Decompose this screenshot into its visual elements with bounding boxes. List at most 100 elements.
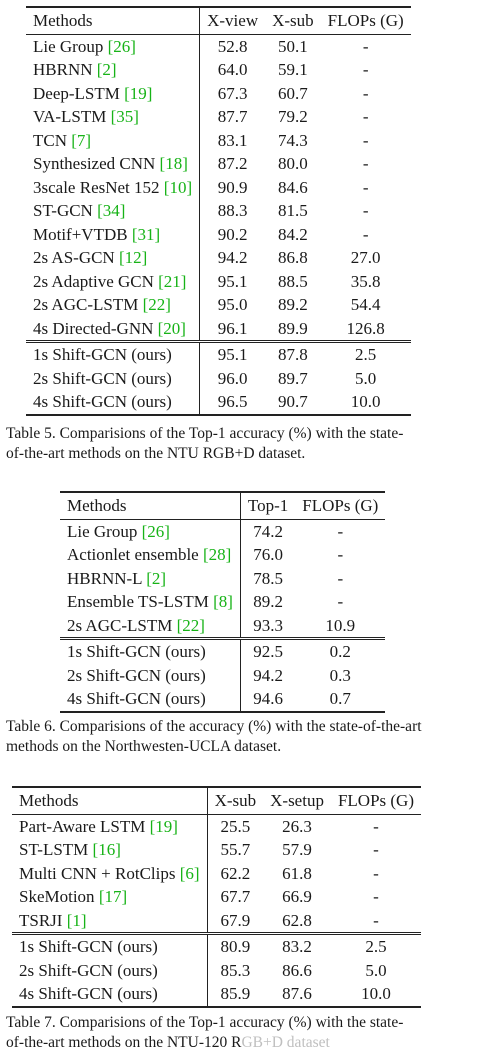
method-name: TCN: [33, 130, 72, 150]
table5-body: Lie Group [26] 52.8 50.1 - HBRNN [2] 64.0 59.1…: [26, 34, 411, 342]
value-cell: 54.4: [350, 295, 381, 314]
value-cell: -: [373, 816, 379, 836]
value-cell: 87.7: [217, 107, 248, 126]
table6-caption: Table 6. Comparisions of the accuracy (%…: [6, 717, 494, 757]
table-row: 2s AGC-LSTM [22] 95.0 89.2 54.4: [26, 293, 411, 317]
value-cell: 90.9: [217, 177, 248, 197]
citation-link[interactable]: [10]: [163, 177, 193, 197]
citation-link[interactable]: [31]: [131, 224, 161, 244]
method-name-cell: 4s Shift-GCN (ours): [12, 982, 208, 1008]
citation-link[interactable]: [17]: [98, 887, 128, 906]
method-name-cell: 2s Adaptive GCN [21]: [26, 269, 201, 293]
value-cell: 62.2: [220, 863, 251, 883]
table6-block: Methods Top-1 FLOPs (G) Lie Group [26] 74…: [60, 491, 386, 713]
table5-header-methods: Methods: [26, 6, 201, 35]
citation-link[interactable]: [1]: [66, 910, 87, 930]
table7-header-xsub: X-sub: [207, 786, 264, 815]
table-row: 4s Directed-GNN [20] 96.1 89.9 126.8: [26, 316, 411, 342]
value-cell: 90.2: [217, 224, 248, 244]
value-cell: 85.3: [220, 960, 251, 980]
value-cell: 89.2: [278, 295, 308, 314]
table5-caption-line2: of-the-art methods on the NTU RGB+D data…: [6, 445, 306, 462]
method-name-cell: Ensemble TS-LSTM [8]: [60, 590, 241, 614]
citation-link[interactable]: [8]: [213, 592, 233, 611]
value-cell: -: [373, 910, 379, 930]
table6: Methods Top-1 FLOPs (G) Lie Group [26] 74…: [60, 491, 386, 713]
method-name-cell: ST-GCN [34]: [26, 199, 201, 223]
method-name-cell: 4s Shift-GCN (ours): [26, 390, 201, 416]
citation-link[interactable]: [28]: [202, 545, 232, 564]
value-cell: 80.0: [278, 154, 308, 173]
citation-link[interactable]: [2]: [96, 60, 117, 79]
value-cell: 50.1: [278, 36, 308, 56]
citation-link[interactable]: [35]: [110, 107, 139, 126]
table7-header-row: Methods X-sub X-setup FLOPs (G): [12, 786, 421, 815]
citation-link[interactable]: [26]: [141, 521, 170, 541]
table-row: HBRNN-L [2] 78.5 -: [60, 566, 385, 590]
method-name: Actionlet ensemble: [67, 545, 203, 564]
method-name: 1s Shift-GCN (ours): [33, 345, 172, 364]
value-cell: 95.0: [217, 295, 248, 314]
table6-header-top1: Top-1: [240, 491, 296, 520]
citation-link[interactable]: [16]: [92, 840, 121, 859]
table-row: 2s Shift-GCN (ours) 94.2 0.3: [60, 663, 385, 687]
value-cell: 86.8: [278, 248, 308, 267]
value-cell: 88.3: [217, 201, 248, 220]
table-row: TSRJI [1] 67.9 62.8 -: [12, 908, 421, 934]
value-cell: 81.5: [278, 201, 308, 220]
citation-link[interactable]: [26]: [107, 36, 136, 56]
citation-link[interactable]: [21]: [158, 271, 187, 291]
value-cell: 74.3: [278, 130, 308, 150]
method-name-cell: 1s Shift-GCN (ours): [60, 637, 241, 664]
method-name: ST-GCN: [33, 201, 98, 220]
value-cell: -: [362, 83, 369, 103]
citation-link[interactable]: [2]: [146, 568, 167, 588]
value-cell: 96.5: [199, 390, 266, 416]
method-name: 2s Shift-GCN (ours): [19, 960, 158, 980]
citation-link[interactable]: [22]: [176, 615, 205, 635]
value-cell: 83.1: [217, 130, 248, 150]
value-cell: 0.7: [295, 687, 386, 713]
value-cell: 83.2: [263, 932, 331, 959]
value-cell: 5.0: [365, 960, 387, 980]
table-row: 1s Shift-GCN (ours) 80.9 83.2 2.5: [12, 932, 421, 959]
value-cell: 74.2: [253, 521, 283, 541]
method-name: 4s Shift-GCN (ours): [33, 392, 172, 411]
method-name: 2s AGC-LSTM: [33, 295, 143, 314]
value-cell: 64.0: [217, 60, 248, 79]
citation-link[interactable]: [19]: [149, 816, 178, 836]
value-cell: 62.8: [282, 910, 312, 930]
table-row: Synthesized CNN [18] 87.2 80.0 -: [26, 152, 411, 176]
value-cell: -: [373, 887, 379, 906]
table6-header-flops: FLOPs (G): [295, 491, 386, 520]
value-cell: -: [373, 840, 379, 859]
citation-link[interactable]: [22]: [142, 295, 171, 314]
citation-link[interactable]: [20]: [157, 318, 186, 338]
table7-ours: 1s Shift-GCN (ours) 80.9 83.2 2.5 2s Shift-G…: [12, 932, 421, 1008]
citation-link[interactable]: [12]: [118, 248, 148, 267]
table7-header-xsetup: X-setup: [263, 786, 331, 815]
citation-link[interactable]: [7]: [71, 130, 92, 150]
value-cell: -: [337, 545, 344, 564]
citation-link[interactable]: [6]: [179, 863, 200, 883]
table-row: VA-LSTM [35] 87.7 79.2 -: [26, 105, 411, 129]
table7-caption-line2-text: of-the-art methods on the NTU-120 R: [6, 1034, 242, 1051]
table-row: 4s Shift-GCN (ours) 85.9 87.6 10.0: [12, 982, 421, 1008]
citation-link[interactable]: [19]: [124, 83, 153, 103]
method-name: 2s Shift-GCN (ours): [67, 665, 206, 685]
method-name: ST-LSTM: [19, 840, 93, 859]
watermark-overlay: GB+D da​taset: [241, 1034, 330, 1051]
table-row: TCN [7] 83.1 74.3 -: [26, 128, 411, 152]
table7-caption-line2: of-the-art methods on the NTU-120 RGB+D …: [6, 1033, 494, 1053]
value-cell: 27.0: [350, 248, 381, 267]
citation-link[interactable]: [34]: [97, 201, 126, 220]
citation-link[interactable]: [18]: [159, 154, 188, 173]
table5-header-flops: FLOPs (G): [320, 6, 411, 35]
table-row: Actionlet ensemble [28] 76.0 -: [60, 543, 385, 567]
method-name-cell: Part-Aware LSTM [19]: [12, 814, 208, 838]
value-cell: -: [337, 592, 344, 611]
method-name-cell: 2s Shift-GCN (ours): [12, 958, 208, 982]
method-name-cell: 3scale ResNet 152 [10]: [26, 175, 201, 199]
table5: Methods X-view X-sub FLOPs (G) Lie Group…: [26, 6, 411, 416]
value-cell: 87.2: [217, 154, 248, 173]
